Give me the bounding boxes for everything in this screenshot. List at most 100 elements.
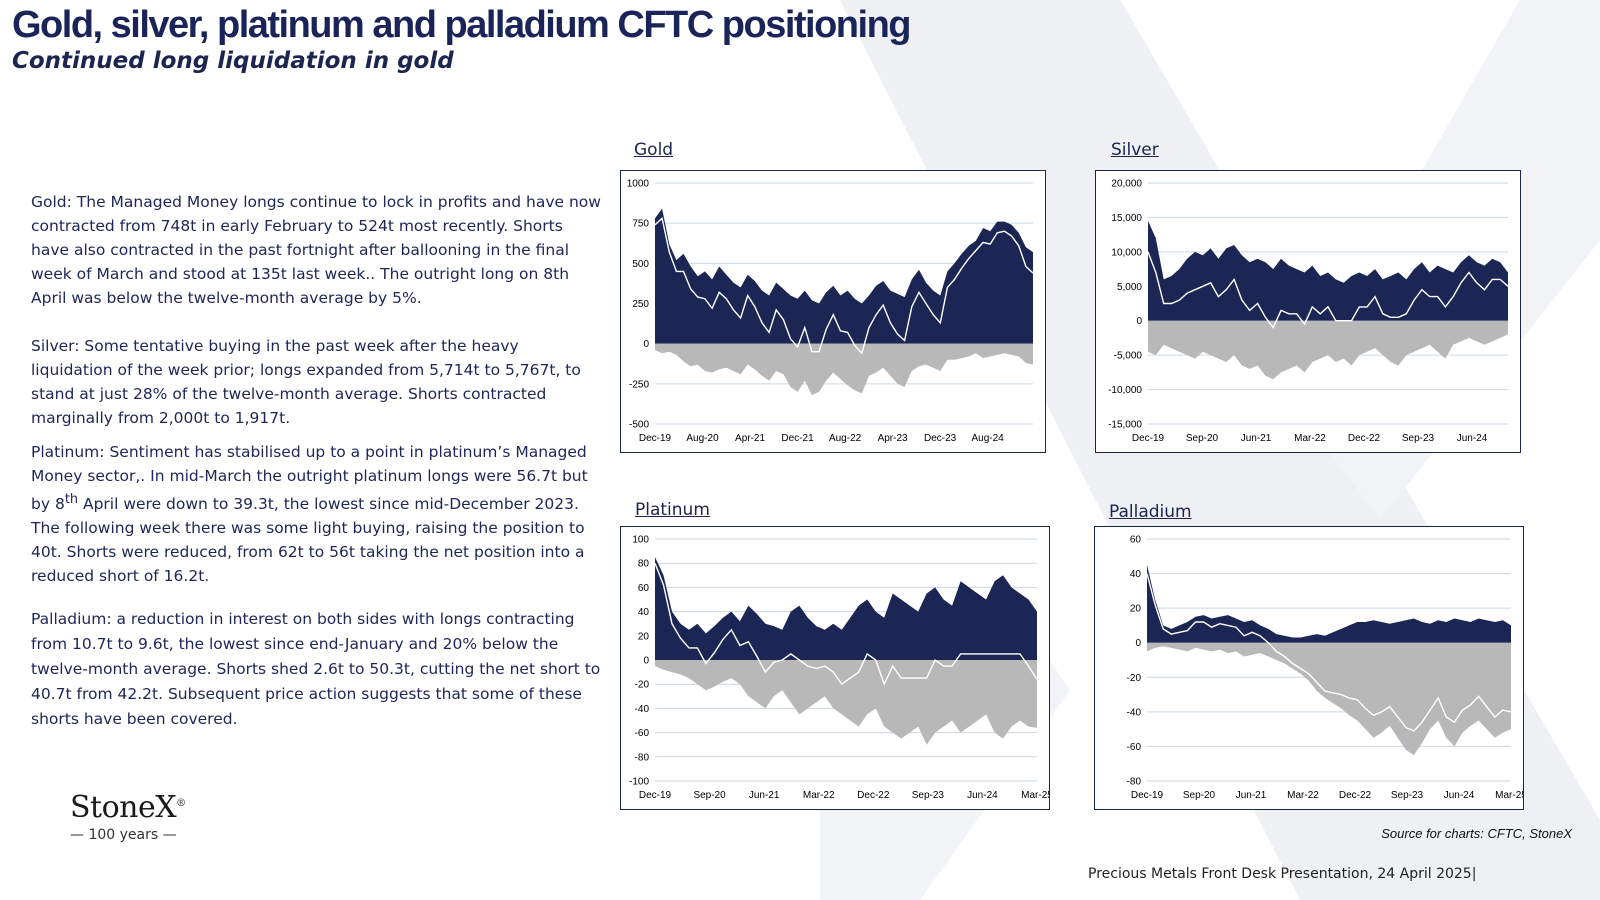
silver-chart-svg: 20,000 15,000 10,000 5,000 0 -5,000 -10,000 -15… xyxy=(1108,179,1509,444)
palladium-text: a reduction in interest on both sides wi… xyxy=(31,610,601,728)
silver-y-tick-label: 10,000 xyxy=(1111,247,1142,258)
logo-wordmark: StoneX® xyxy=(70,790,186,825)
platinum-superscript: th xyxy=(64,492,79,507)
silver-x-tick-label: Sep-20 xyxy=(1186,433,1219,444)
silver-y-tick-label: 15,000 xyxy=(1111,213,1142,224)
palladium-y-tick-label: 40 xyxy=(1130,569,1142,580)
palladium-label: Palladium: xyxy=(31,610,112,628)
palladium-x-tick-label: Mar-22 xyxy=(1287,790,1319,801)
page-subtitle: Continued long liquidation in gold xyxy=(12,48,454,74)
gold-chart: 1000 750 500 250 0 -250 -500 Dec-19 Aug-20 Apr-21… xyxy=(620,170,1046,453)
gold-longs-area xyxy=(655,208,1033,344)
silver-label: Silver: xyxy=(31,337,80,355)
chart-source: Source for charts: CFTC, StoneX xyxy=(1381,826,1572,841)
platinum-longs-area xyxy=(655,557,1037,660)
gold-text: : The Managed Money longs continue to lo… xyxy=(31,193,601,307)
silver-chart-title: Silver xyxy=(1111,140,1159,160)
palladium-x-tick-label: Sep-23 xyxy=(1391,790,1424,801)
palladium-y-tick-label: 0 xyxy=(1135,638,1141,649)
platinum-x-tick-label: Mar-22 xyxy=(803,790,835,801)
silver-x-tick-label: Sep-23 xyxy=(1402,433,1435,444)
silver-shorts-area xyxy=(1148,320,1508,380)
stonex-logo: StoneX® — 100 years — xyxy=(70,790,186,843)
palladium-y-tick-label: -20 xyxy=(1127,673,1142,684)
silver-y-tick-label: 20,000 xyxy=(1111,179,1142,190)
silver-longs-area xyxy=(1148,220,1508,321)
gold-x-tick-label: Aug-20 xyxy=(686,433,719,444)
gold-y-tick-label: 500 xyxy=(632,259,649,270)
silver-x-tick-label: Dec-19 xyxy=(1132,433,1165,444)
platinum-y-tick-label: -20 xyxy=(635,680,650,691)
platinum-y-tick-label: 80 xyxy=(638,559,650,570)
palladium-x-tick-label: Sep-20 xyxy=(1183,790,1216,801)
platinum-y-tick-label: 20 xyxy=(638,631,650,642)
page-title: Gold, silver, platinum and palladium CFT… xyxy=(12,4,912,46)
gold-label: Gold xyxy=(31,193,67,211)
platinum-y-tick-label: 40 xyxy=(638,607,650,618)
gold-x-tick-label: Aug-24 xyxy=(972,433,1005,444)
silver-text: Some tentative buying in the past week a… xyxy=(31,337,581,427)
silver-x-tick-label: Jun-24 xyxy=(1457,433,1488,444)
platinum-x-tick-label: Sep-20 xyxy=(693,790,726,801)
palladium-x-tick-label: Jun-24 xyxy=(1444,790,1475,801)
gold-x-tick-label: Dec-19 xyxy=(639,433,672,444)
platinum-shorts-area xyxy=(655,660,1037,745)
platinum-label: Platinum: xyxy=(31,443,105,461)
silver-y-tick-label: -10,000 xyxy=(1108,385,1142,396)
silver-chart: 20,000 15,000 10,000 5,000 0 -5,000 -10,000 -15… xyxy=(1095,170,1521,453)
platinum-commentary: Platinum: Sentiment has stabilised up to… xyxy=(31,440,603,588)
footer-text: Precious Metals Front Desk Presentation,… xyxy=(1088,866,1477,882)
gold-commentary: Gold: The Managed Money longs continue t… xyxy=(31,190,603,310)
palladium-commentary: Palladium: a reduction in interest on bo… xyxy=(31,607,603,732)
gold-net-line xyxy=(654,216,1034,355)
palladium-x-tick-label: Dec-19 xyxy=(1131,790,1164,801)
platinum-x-tick-label: Mar-25 xyxy=(1021,790,1049,801)
palladium-chart-svg: 60 40 20 0 -20 -40 -60 -80 Dec-19 Sep-20 Jun-21 Mar… xyxy=(1127,535,1523,802)
platinum-y-tick-label: -80 xyxy=(635,752,650,763)
palladium-shorts-area xyxy=(1147,642,1511,756)
gold-x-tick-label: Apr-23 xyxy=(878,433,908,444)
palladium-chart-title: Palladium xyxy=(1109,502,1192,522)
platinum-text-2: April were down to 39.3t, the lowest sin… xyxy=(31,495,585,586)
gold-y-tick-label: 750 xyxy=(632,219,649,230)
silver-y-tick-label: -15,000 xyxy=(1108,420,1142,431)
palladium-x-tick-label: Jun-21 xyxy=(1236,790,1267,801)
gold-x-tick-label: Dec-21 xyxy=(781,433,814,444)
gold-chart-title: Gold xyxy=(634,140,674,160)
gold-shorts-area xyxy=(655,343,1033,396)
gold-y-tick-label: -250 xyxy=(629,379,649,390)
palladium-y-tick-label: 60 xyxy=(1130,535,1142,546)
platinum-y-tick-label: -100 xyxy=(629,777,649,788)
palladium-x-tick-label: Mar-25 xyxy=(1495,790,1523,801)
platinum-x-tick-label: Jun-24 xyxy=(967,790,998,801)
palladium-chart: 60 40 20 0 -20 -40 -60 -80 Dec-19 Sep-20 Jun-21 Mar… xyxy=(1094,526,1524,810)
palladium-y-tick-label: -40 xyxy=(1127,707,1142,718)
palladium-net-line xyxy=(1146,573,1512,732)
platinum-text-1: Sentiment has stabilised up to a point i… xyxy=(31,443,588,514)
silver-commentary: Silver: Some tentative buying in the pas… xyxy=(31,334,603,430)
silver-x-tick-label: Dec-22 xyxy=(1348,433,1381,444)
palladium-y-tick-label: -80 xyxy=(1127,777,1142,788)
silver-x-tick-label: Jun-21 xyxy=(1241,433,1272,444)
gold-chart-svg: 1000 750 500 250 0 -250 -500 Dec-19 Aug-20 Apr-21… xyxy=(627,179,1034,444)
silver-x-tick-label: Mar-22 xyxy=(1294,433,1326,444)
platinum-y-tick-label: 100 xyxy=(632,535,649,546)
platinum-x-tick-label: Dec-22 xyxy=(857,790,890,801)
gold-y-tick-label: 250 xyxy=(632,299,649,310)
platinum-x-tick-label: Sep-23 xyxy=(912,790,945,801)
palladium-x-tick-label: Dec-22 xyxy=(1339,790,1372,801)
logo-tagline: — 100 years — xyxy=(70,827,177,843)
platinum-y-tick-label: -40 xyxy=(635,704,650,715)
silver-y-tick-label: -5,000 xyxy=(1114,351,1143,362)
platinum-y-tick-label: 0 xyxy=(643,656,649,667)
gold-y-tick-label: -500 xyxy=(629,420,649,431)
platinum-chart-title: Platinum xyxy=(635,500,710,520)
gold-x-tick-label: Aug-22 xyxy=(829,433,862,444)
palladium-y-tick-label: 20 xyxy=(1130,604,1142,615)
platinum-net-line xyxy=(654,562,1038,687)
platinum-y-tick-label: 60 xyxy=(638,583,650,594)
palladium-longs-area xyxy=(1147,564,1511,643)
gold-x-tick-label: Dec-23 xyxy=(924,433,957,444)
silver-y-tick-label: 0 xyxy=(1136,316,1142,327)
gold-y-tick-label: 0 xyxy=(643,339,649,350)
